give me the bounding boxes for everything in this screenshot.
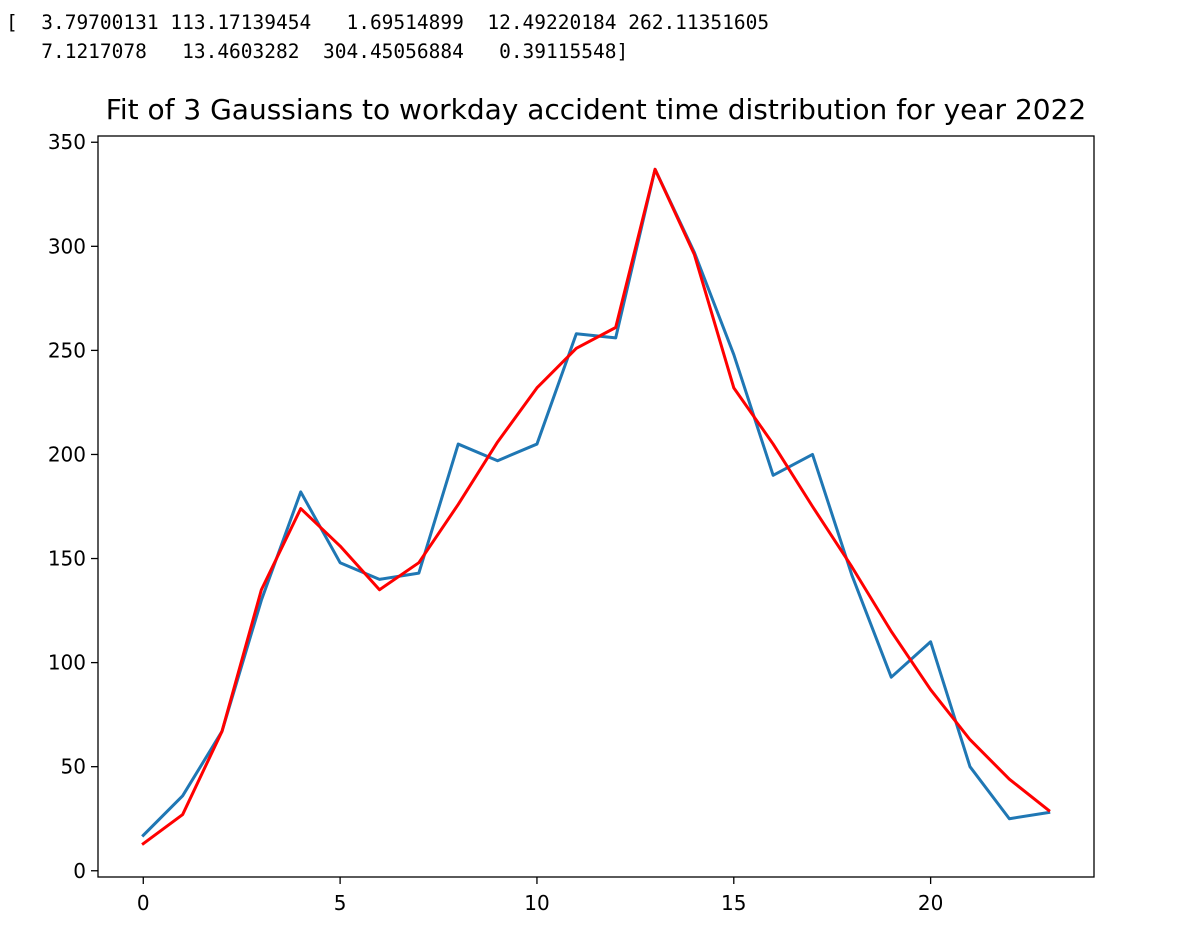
x-tick-label: 0 bbox=[137, 891, 150, 915]
plot-frame bbox=[97, 135, 1095, 878]
y-tick-label: 0 bbox=[73, 859, 86, 883]
chart-title: Fit of 3 Gaussians to workday accident t… bbox=[106, 93, 1086, 126]
output-line: [ 3.79700131 113.17139454 1.69514899 12.… bbox=[6, 11, 770, 34]
y-tick-label: 350 bbox=[48, 130, 86, 154]
y-tick-label: 50 bbox=[61, 755, 86, 779]
y-tick-label: 250 bbox=[48, 338, 86, 362]
output-line: 7.1217078 13.4603282 304.45056884 0.3911… bbox=[6, 40, 629, 63]
cell-output-text: [ 3.79700131 113.17139454 1.69514899 12.… bbox=[6, 8, 769, 66]
series-layer bbox=[141, 167, 1051, 846]
y-tick-label: 150 bbox=[48, 547, 86, 571]
data-series-line bbox=[141, 167, 1051, 838]
x-axis: 0 5 10 15 20 bbox=[137, 877, 943, 915]
y-tick-label: 100 bbox=[48, 651, 86, 675]
x-tick-label: 20 bbox=[918, 891, 943, 915]
x-tick-label: 5 bbox=[334, 891, 347, 915]
y-tick-label: 200 bbox=[48, 442, 86, 466]
x-tick-label: 10 bbox=[524, 891, 549, 915]
y-axis: 0 50 100 150 200 250 300 350 bbox=[48, 130, 98, 883]
x-tick-label: 15 bbox=[721, 891, 746, 915]
fit-series-line bbox=[141, 167, 1051, 846]
y-tick-label: 300 bbox=[48, 234, 86, 258]
